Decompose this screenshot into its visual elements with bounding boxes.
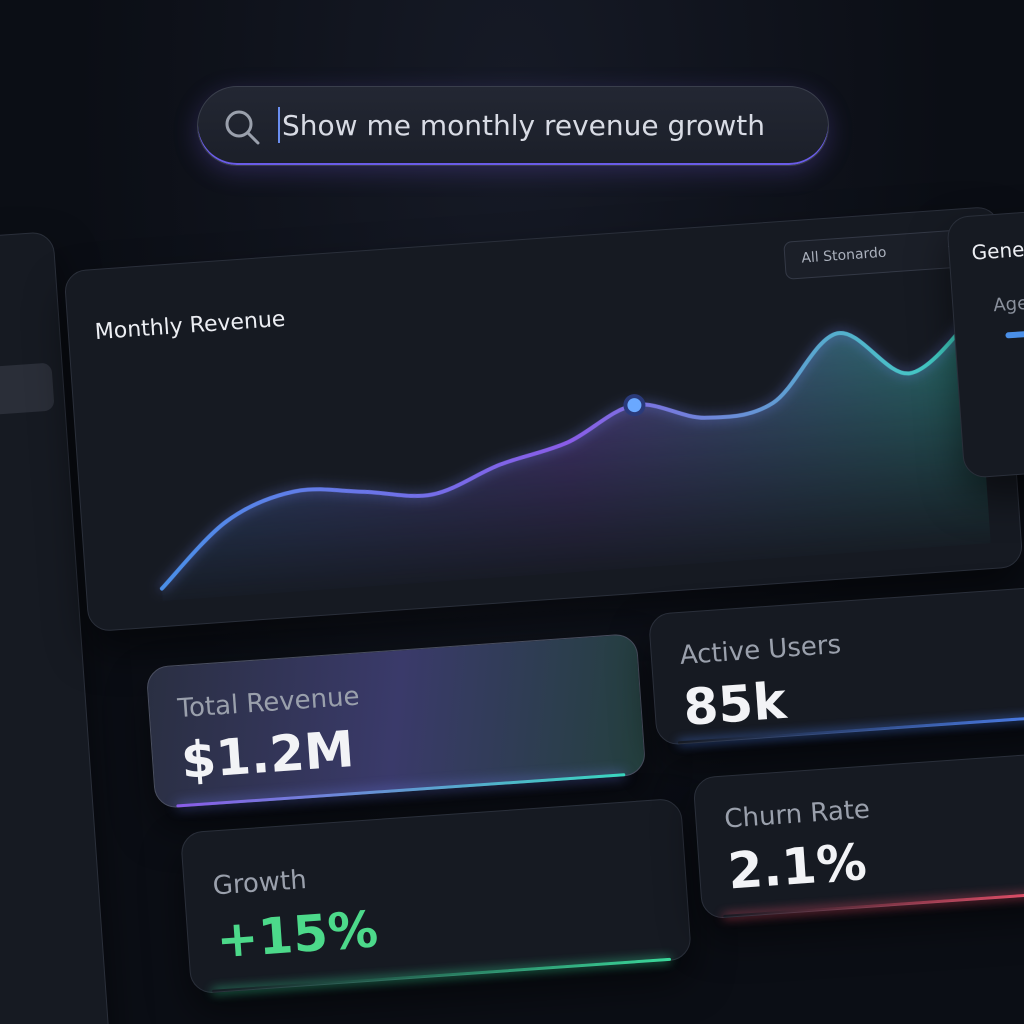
side-panel-title: Gene	[970, 237, 1024, 265]
card-value: +15%	[214, 900, 380, 970]
card-label: Growth	[211, 865, 308, 902]
card: Churn Rate 2.1%	[692, 752, 1024, 920]
card-label: Total Revenue	[176, 681, 361, 725]
card-value: $1.2M	[179, 720, 356, 791]
area-chart	[159, 311, 991, 602]
search-query: Show me monthly revenue growth	[282, 109, 765, 142]
card-label: Active Users	[678, 629, 843, 672]
slider[interactable]	[1005, 328, 1024, 339]
sidebar-item[interactable]	[0, 362, 55, 417]
highlight-point	[623, 394, 646, 417]
card-label: Churn Rate	[723, 794, 871, 835]
side-panel-label: Age	[992, 292, 1024, 317]
card-value: 85k	[681, 671, 789, 737]
line	[159, 311, 977, 591]
area	[161, 313, 991, 602]
search-icon	[225, 110, 260, 145]
card-value: 2.1%	[726, 832, 869, 901]
search-bar[interactable]: Show me monthly revenue growth	[197, 86, 829, 166]
caret	[278, 107, 280, 143]
card: Total Revenue $1.2M	[145, 633, 647, 809]
card: Growth +15%	[179, 797, 693, 995]
chart-panel: Monthly Revenue All Stonardo ⌄	[63, 205, 1024, 633]
card: Active Users 85k	[647, 586, 1024, 746]
